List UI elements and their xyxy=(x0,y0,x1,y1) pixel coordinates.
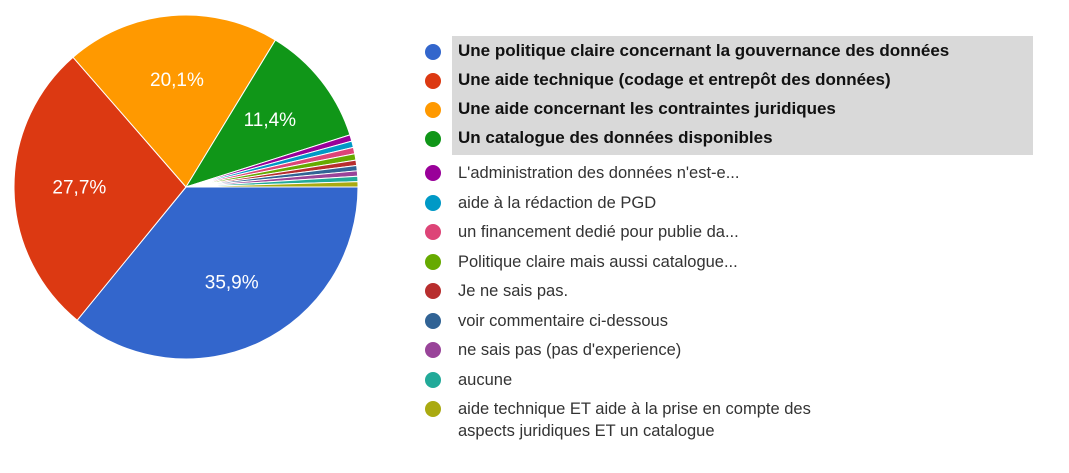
legend-label: Je ne sais pas. xyxy=(458,282,569,300)
legend-label: Une aide technique (codage et entrepôt d… xyxy=(458,70,891,89)
pie-slice xyxy=(185,181,359,188)
legend-item: aide technique ET aide à la prise en com… xyxy=(425,398,818,442)
legend-swatch xyxy=(425,371,441,388)
legend-label: aide à la rédaction de PGD xyxy=(458,193,657,212)
legend-item: voir commentaire ci-dessous xyxy=(425,310,818,332)
slice-label: 27,7% xyxy=(52,178,106,199)
legend-swatch xyxy=(425,283,441,299)
pie-slice xyxy=(72,14,277,188)
pie-slice xyxy=(13,56,187,321)
pie-slice xyxy=(184,39,351,188)
legend-swatch xyxy=(425,312,441,329)
legend-item: Une aide technique (codage et entrepôt d… xyxy=(425,65,1033,94)
legend-item: aide à la rédaction de PGD xyxy=(425,192,818,214)
legend-item: aucune xyxy=(425,369,818,391)
legend-label: L'administration des données n'est-e... xyxy=(458,164,740,182)
legend-label: un financement dedié pour publie da... xyxy=(458,223,739,241)
legend-label: aucune xyxy=(458,370,513,389)
legend-item: Je ne sais pas. xyxy=(425,280,818,302)
legend-label: aide technique ET aide à la prise en com… xyxy=(458,400,811,440)
legend-label: Un catalogue des données disponibles xyxy=(458,128,773,147)
legend-swatch xyxy=(425,165,441,181)
slice-label: 35,9% xyxy=(205,272,259,293)
legend-item: Une aide concernant les contraintes juri… xyxy=(425,94,1033,123)
legend-item: Politique claire mais aussi catalogue... xyxy=(425,251,818,273)
legend-label: ne sais pas (pas d'experience) xyxy=(458,341,682,359)
legend-swatch xyxy=(425,194,441,211)
pie-chart: 35,9% 27,7% 20,1% 11,4% xyxy=(13,14,359,360)
legend-label: Une aide concernant les contraintes juri… xyxy=(458,99,836,118)
legend-label: Politique claire mais aussi catalogue... xyxy=(458,252,738,271)
slice-label: 20,1% xyxy=(150,70,204,91)
legend-swatch xyxy=(425,224,441,240)
legend-swatch xyxy=(425,73,441,89)
pie-slice xyxy=(76,186,359,360)
legend-swatch xyxy=(425,44,441,60)
legend-item: ne sais pas (pas d'experience) xyxy=(425,339,818,361)
legend-swatch xyxy=(425,131,441,147)
legend-label: voir commentaire ci-dessous xyxy=(458,311,668,330)
legend-item: Un catalogue des données disponibles xyxy=(425,123,1033,155)
legend-item: L'administration des données n'est-e... xyxy=(425,162,818,184)
legend-swatch xyxy=(425,342,441,358)
legend-label: Une politique claire concernant la gouve… xyxy=(458,41,950,60)
legend-swatch xyxy=(425,253,441,270)
legend: Une politique claire concernant la gouve… xyxy=(425,36,1065,450)
slice-label: 11,4% xyxy=(244,110,297,131)
legend-swatch xyxy=(425,401,441,417)
legend-swatch xyxy=(425,102,441,118)
legend-item: un financement dedié pour publie da... xyxy=(425,221,818,243)
legend-item: Une politique claire concernant la gouve… xyxy=(425,36,1033,65)
